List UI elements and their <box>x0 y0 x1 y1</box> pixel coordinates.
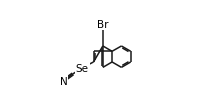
Text: Br: Br <box>97 19 109 29</box>
Text: Se: Se <box>76 63 89 73</box>
Text: N: N <box>60 76 67 86</box>
